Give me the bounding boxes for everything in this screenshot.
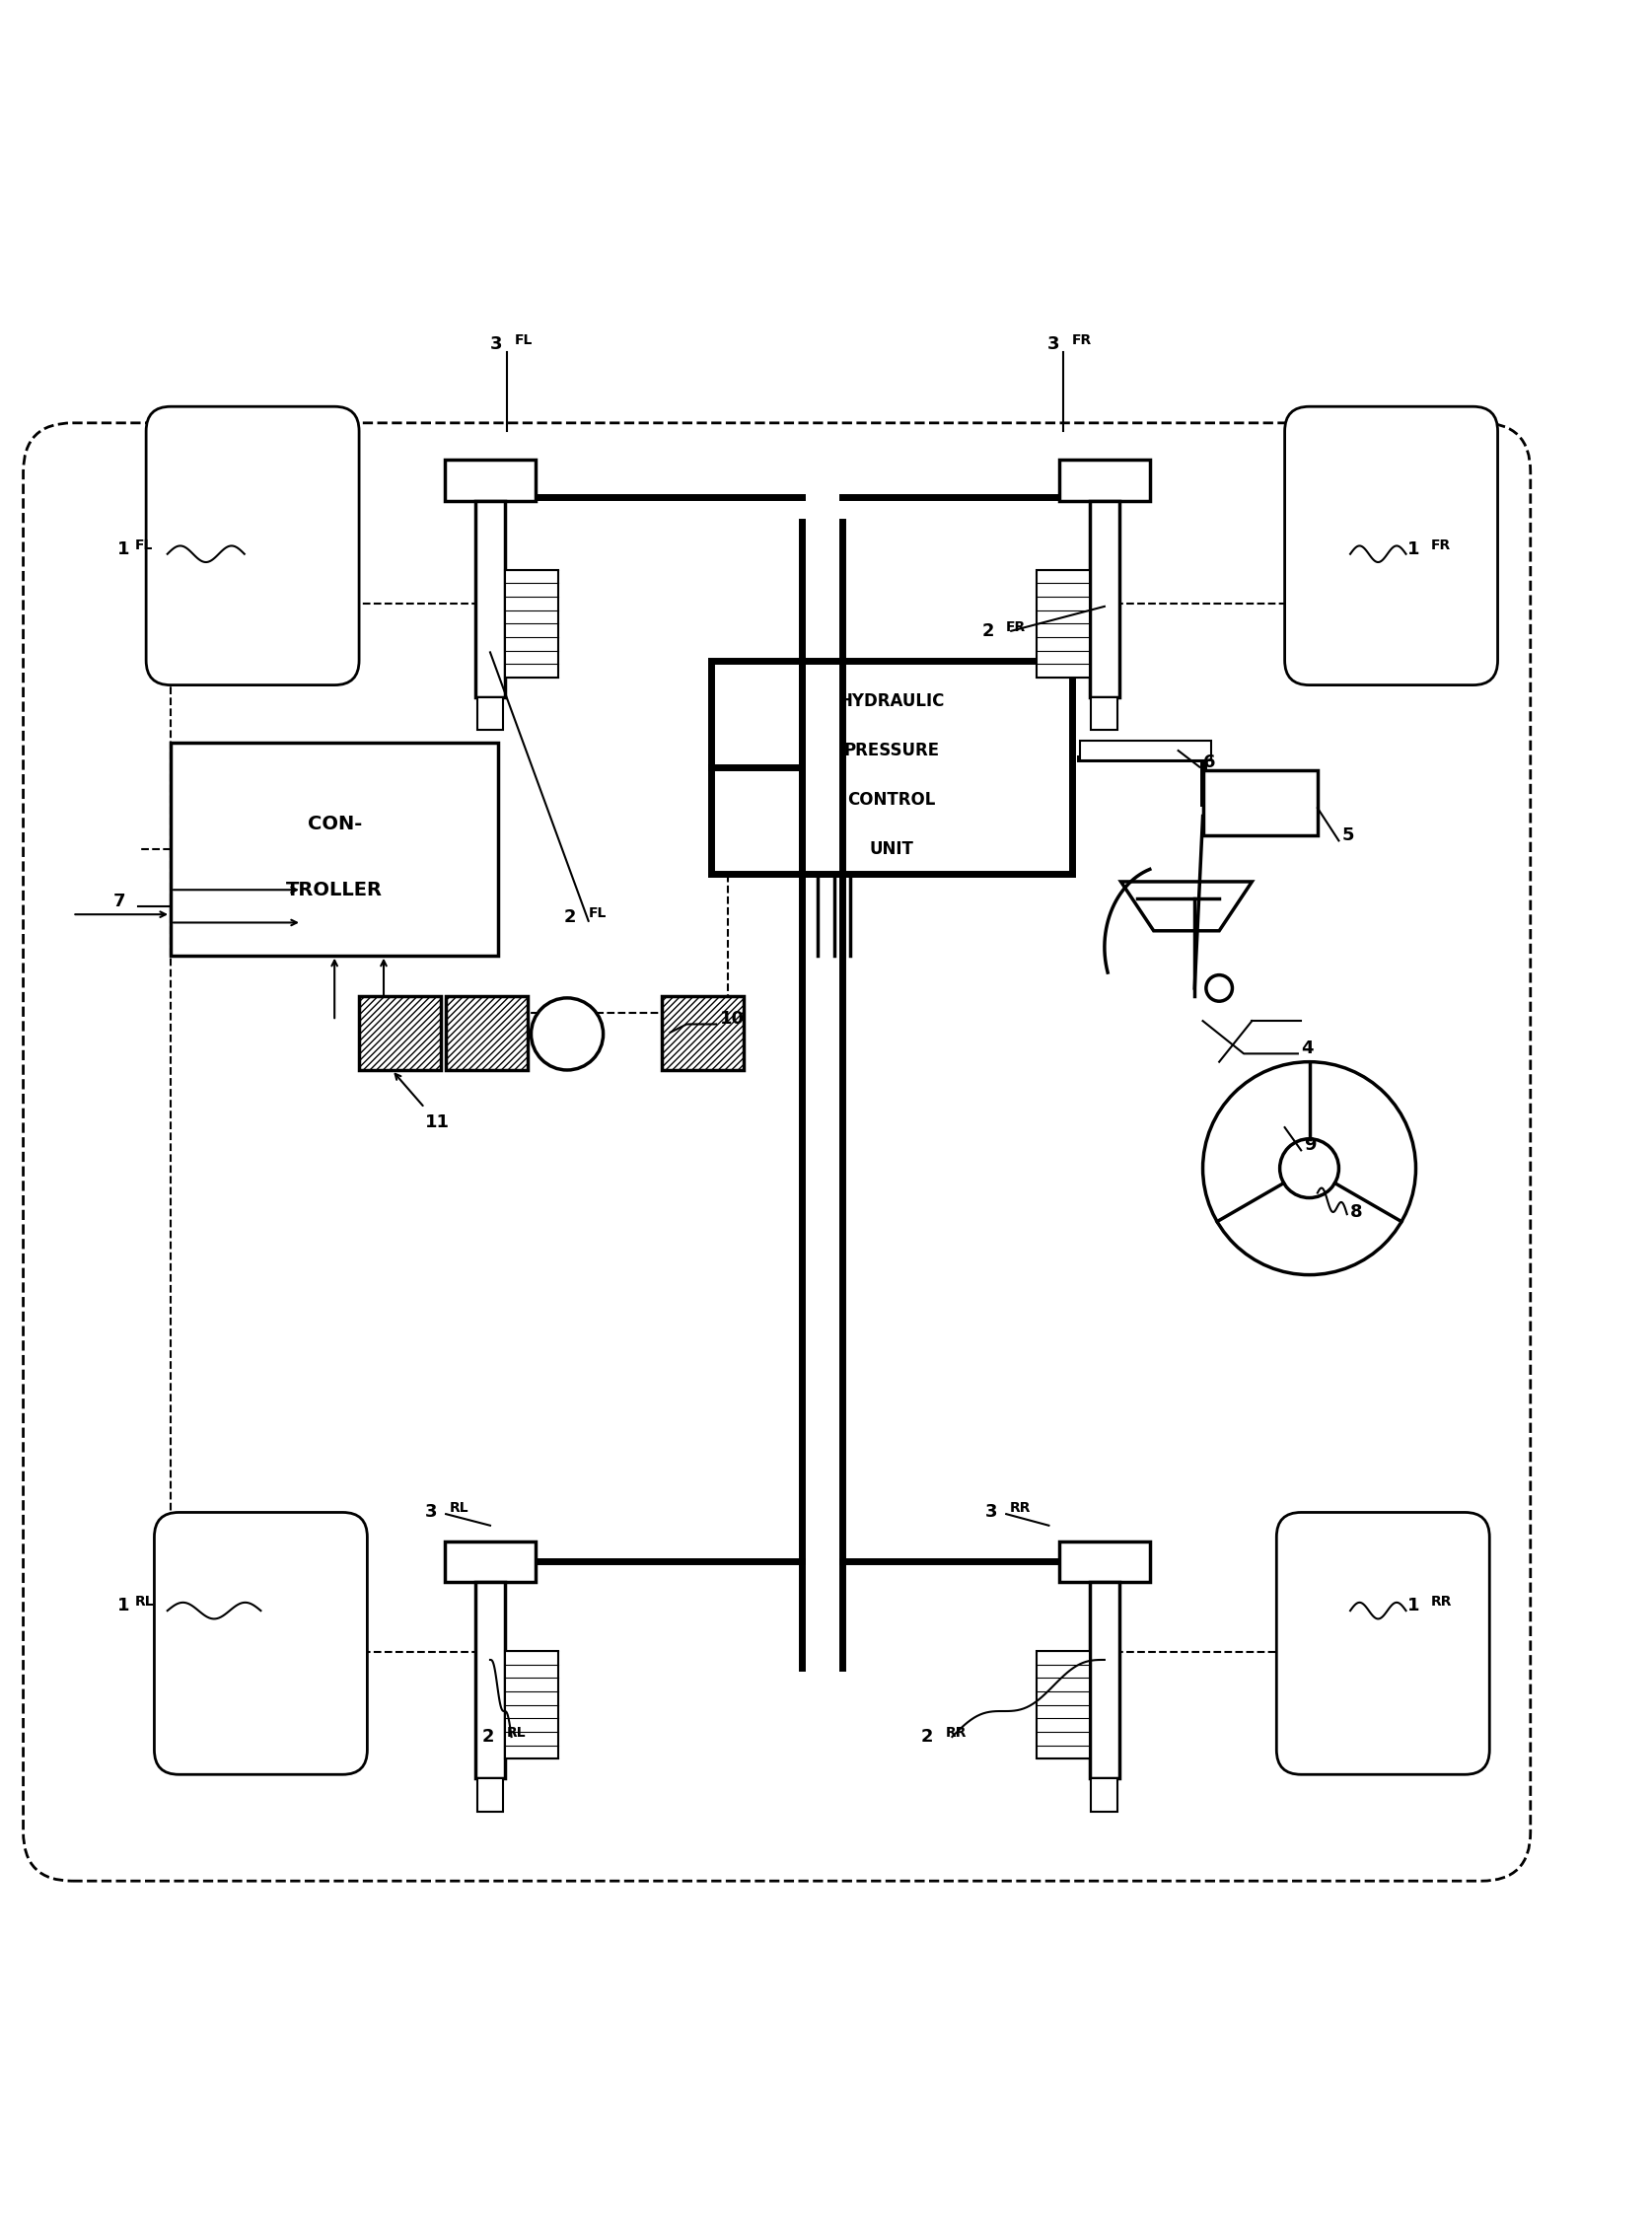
Text: 3: 3 bbox=[425, 1504, 436, 1522]
Bar bbox=[476, 1582, 506, 1778]
Text: FR: FR bbox=[1006, 620, 1026, 633]
Circle shape bbox=[1203, 1062, 1416, 1275]
Text: CON-: CON- bbox=[307, 815, 362, 833]
FancyBboxPatch shape bbox=[145, 407, 358, 684]
Text: RL: RL bbox=[507, 1726, 525, 1740]
Bar bbox=[358, 995, 441, 1071]
Text: 6: 6 bbox=[1203, 753, 1216, 771]
Text: RL: RL bbox=[449, 1502, 469, 1515]
Text: FL: FL bbox=[515, 333, 534, 347]
Bar bbox=[477, 1778, 504, 1811]
Bar bbox=[1059, 1542, 1150, 1582]
Bar bbox=[477, 698, 504, 731]
Text: 2: 2 bbox=[922, 1729, 933, 1746]
Bar bbox=[444, 460, 535, 500]
Circle shape bbox=[530, 998, 603, 1071]
Bar bbox=[1080, 740, 1211, 760]
Text: TROLLER: TROLLER bbox=[286, 880, 383, 900]
Circle shape bbox=[1206, 975, 1232, 1002]
Text: RR: RR bbox=[1009, 1502, 1031, 1515]
Bar bbox=[446, 995, 529, 1071]
Text: UNIT: UNIT bbox=[869, 840, 914, 858]
FancyBboxPatch shape bbox=[154, 1513, 367, 1775]
Bar bbox=[1203, 771, 1318, 835]
Text: 1: 1 bbox=[117, 1598, 131, 1615]
Bar bbox=[1092, 1778, 1118, 1811]
Text: RR: RR bbox=[1431, 1595, 1452, 1609]
Text: 7: 7 bbox=[114, 893, 126, 911]
Text: FL: FL bbox=[588, 907, 606, 920]
Bar bbox=[506, 569, 558, 678]
Text: PRESSURE: PRESSURE bbox=[844, 742, 940, 760]
Bar bbox=[170, 742, 499, 955]
Text: 10: 10 bbox=[720, 1011, 743, 1029]
Polygon shape bbox=[1122, 882, 1252, 931]
Bar bbox=[1090, 1582, 1120, 1778]
Text: 11: 11 bbox=[425, 1113, 449, 1131]
Bar bbox=[506, 1651, 558, 1760]
Bar bbox=[444, 1542, 535, 1582]
Text: 2: 2 bbox=[482, 1729, 494, 1746]
Text: 3: 3 bbox=[491, 336, 502, 353]
Bar bbox=[476, 500, 506, 698]
Bar bbox=[1037, 569, 1090, 678]
Text: CONTROL: CONTROL bbox=[847, 791, 935, 809]
Bar bbox=[1090, 500, 1120, 698]
Text: 5: 5 bbox=[1341, 827, 1355, 844]
Text: HYDRAULIC: HYDRAULIC bbox=[839, 693, 945, 711]
Text: 8: 8 bbox=[1350, 1204, 1363, 1222]
Circle shape bbox=[1280, 1140, 1338, 1198]
Text: 2: 2 bbox=[563, 909, 577, 927]
Text: FR: FR bbox=[1072, 333, 1092, 347]
Text: 3: 3 bbox=[985, 1504, 998, 1522]
Text: 9: 9 bbox=[1305, 1135, 1317, 1153]
Bar bbox=[712, 660, 1072, 873]
Bar bbox=[1037, 1651, 1090, 1760]
Text: FR: FR bbox=[1431, 538, 1450, 551]
Text: 1: 1 bbox=[1408, 1598, 1421, 1615]
FancyBboxPatch shape bbox=[1285, 407, 1498, 684]
FancyBboxPatch shape bbox=[1277, 1513, 1490, 1775]
Text: RR: RR bbox=[945, 1726, 966, 1740]
Text: 2: 2 bbox=[981, 622, 995, 640]
Text: RL: RL bbox=[134, 1595, 154, 1609]
Text: 1: 1 bbox=[117, 540, 131, 558]
Bar bbox=[1059, 460, 1150, 500]
Text: 4: 4 bbox=[1302, 1040, 1313, 1058]
Bar bbox=[1092, 698, 1118, 731]
Bar bbox=[662, 995, 743, 1071]
Text: FL: FL bbox=[134, 538, 152, 551]
Text: 3: 3 bbox=[1047, 336, 1059, 353]
Text: 1: 1 bbox=[1408, 540, 1421, 558]
